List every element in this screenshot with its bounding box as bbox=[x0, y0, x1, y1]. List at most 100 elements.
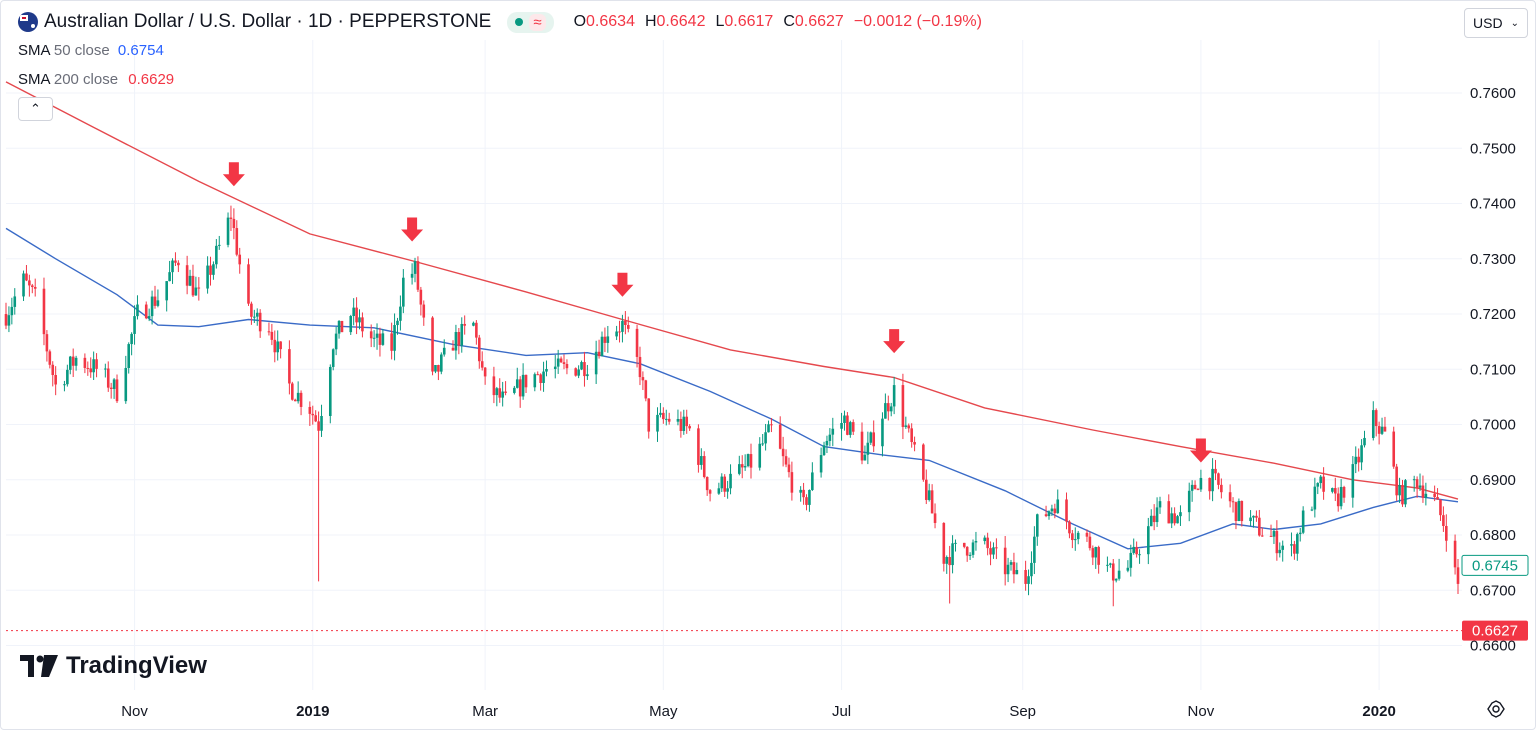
candle-body bbox=[1135, 546, 1138, 555]
candle-body bbox=[1030, 562, 1033, 577]
candle-body bbox=[1354, 456, 1358, 465]
candle-body bbox=[594, 351, 598, 375]
candle-body bbox=[13, 296, 17, 307]
candle-body bbox=[504, 391, 507, 393]
candle-body bbox=[89, 368, 93, 373]
candle-body bbox=[1138, 554, 1141, 556]
candle-body bbox=[708, 490, 712, 494]
candle-body bbox=[989, 548, 992, 555]
sell-arrow-icon bbox=[883, 329, 906, 354]
candle-body bbox=[1380, 426, 1384, 434]
candle-body bbox=[86, 367, 90, 369]
candle-body bbox=[355, 307, 358, 323]
candle-body bbox=[802, 489, 805, 498]
candle-body bbox=[434, 365, 437, 372]
candle-body bbox=[1319, 476, 1322, 484]
candle-body bbox=[104, 368, 107, 370]
candle-body bbox=[849, 422, 852, 435]
candle-body bbox=[1439, 499, 1442, 516]
candle-body bbox=[887, 403, 890, 412]
gear-icon[interactable] bbox=[1486, 699, 1506, 719]
candle-body bbox=[983, 537, 987, 542]
candle-body bbox=[1027, 576, 1030, 584]
price-axis: 0.7600 0.7500 0.7400 0.7300 0.7200 0.7100 0.70… bbox=[1470, 85, 1516, 655]
sma-200-legend[interactable]: SMA 200 close 0.6629 bbox=[18, 71, 175, 88]
candle-body bbox=[229, 217, 233, 219]
candle-body bbox=[901, 385, 905, 427]
candle-body bbox=[580, 362, 583, 370]
candle-body bbox=[7, 315, 11, 326]
candle-body bbox=[431, 317, 434, 372]
candle-body bbox=[1322, 476, 1325, 492]
candle-body bbox=[68, 356, 72, 370]
candle-body bbox=[638, 356, 642, 378]
candle-body bbox=[1351, 464, 1355, 498]
candle-body bbox=[521, 374, 525, 397]
sma-price-label: 0.6745 bbox=[1472, 557, 1518, 574]
candle-body bbox=[866, 442, 870, 455]
candle-body bbox=[559, 358, 563, 363]
candle-body bbox=[10, 306, 14, 316]
y-tick-label: 0.7300 bbox=[1470, 251, 1516, 268]
candle-body bbox=[381, 333, 385, 345]
tradingview-logo-icon bbox=[20, 655, 58, 677]
candle-body bbox=[1255, 515, 1258, 518]
candle-body bbox=[293, 399, 297, 402]
candle-body bbox=[1094, 547, 1098, 558]
candle-body bbox=[188, 275, 192, 286]
candle-body bbox=[606, 336, 610, 343]
candle-body bbox=[828, 434, 832, 441]
candle-body bbox=[250, 303, 253, 317]
candle-body bbox=[28, 280, 31, 286]
candle-body bbox=[1187, 490, 1191, 513]
candle-body bbox=[910, 428, 913, 443]
candle-body bbox=[171, 260, 174, 273]
candle-body bbox=[1371, 410, 1375, 438]
candlestick-series bbox=[4, 205, 1460, 607]
collapse-legend-button[interactable]: ⌃ bbox=[18, 97, 53, 121]
tradingview-logo[interactable]: TradingView bbox=[20, 652, 207, 680]
candle-body bbox=[822, 445, 826, 456]
candle-body bbox=[498, 388, 502, 398]
candle-body bbox=[1035, 514, 1039, 537]
candle-body bbox=[308, 406, 312, 414]
candle-body bbox=[1114, 578, 1118, 581]
candle-body bbox=[299, 392, 303, 407]
candle-body bbox=[1275, 531, 1279, 554]
candle-body bbox=[562, 362, 566, 364]
candle-body bbox=[1424, 493, 1428, 498]
candle-body bbox=[1193, 484, 1197, 490]
candle-body bbox=[247, 264, 250, 304]
candle-body bbox=[369, 331, 373, 339]
market-status[interactable]: ≈ bbox=[507, 11, 554, 33]
candle-body bbox=[1293, 544, 1296, 554]
candle-body bbox=[1316, 483, 1320, 487]
grid-lines bbox=[6, 40, 1462, 690]
candle-body bbox=[71, 356, 75, 366]
candle-body bbox=[291, 383, 294, 400]
candle-body bbox=[1199, 477, 1203, 490]
sell-arrow-icon bbox=[1189, 438, 1212, 463]
y-tick-label: 0.7400 bbox=[1470, 196, 1516, 213]
candle-body bbox=[743, 466, 747, 468]
sma-50-legend[interactable]: SMA 50 close 0.6754 bbox=[18, 42, 164, 59]
candle-body bbox=[603, 336, 607, 343]
candle-body bbox=[644, 380, 648, 399]
candle-body bbox=[948, 557, 951, 566]
candle-body bbox=[913, 442, 916, 445]
candle-body bbox=[83, 357, 87, 368]
currency-selector[interactable]: USD ⌄ bbox=[1464, 8, 1528, 38]
candle-body bbox=[328, 366, 332, 416]
candle-body bbox=[226, 217, 230, 245]
candle-body bbox=[1258, 517, 1261, 536]
candle-body bbox=[130, 333, 133, 345]
candle-body bbox=[1404, 480, 1407, 505]
candle-body bbox=[48, 351, 52, 365]
candle-body bbox=[843, 415, 846, 424]
candle-body bbox=[647, 398, 651, 432]
candle-body bbox=[1415, 479, 1419, 488]
candle-body bbox=[770, 424, 773, 426]
candle-body bbox=[133, 316, 136, 334]
symbol-title[interactable]: Australian Dollar / U.S. Dollar · 1D · P… bbox=[44, 11, 492, 32]
